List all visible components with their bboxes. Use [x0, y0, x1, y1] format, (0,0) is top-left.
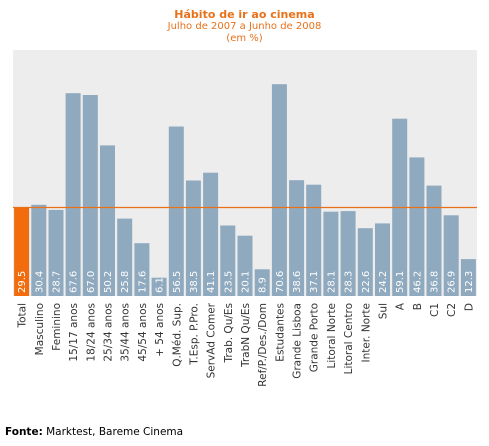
bar-value-label-16: 38.6 — [292, 271, 303, 293]
bar-value-label-17: 37.1 — [309, 271, 320, 293]
bar-11 — [203, 172, 219, 296]
bar-14 — [254, 269, 270, 296]
bar-value-label-24: 36.8 — [430, 271, 441, 293]
category-label-6: 35/44 anos — [120, 303, 132, 362]
bar-value-label-21: 24.2 — [378, 271, 389, 293]
category-label-12: Trab. Qu/Es — [223, 303, 235, 364]
bar-15 — [271, 84, 287, 296]
bar-3 — [65, 93, 81, 296]
chart-title-block: Hábito de ir ao cinema Julho de 2007 a J… — [0, 8, 489, 45]
bar-10 — [185, 180, 201, 296]
bar-8 — [151, 277, 167, 296]
category-label-2: Feminino — [51, 303, 63, 351]
bar-0 — [14, 207, 30, 296]
bar-19 — [340, 211, 356, 296]
bar-26 — [460, 259, 476, 296]
bar-value-label-11: 41.1 — [206, 271, 217, 293]
bar-5 — [100, 145, 115, 296]
bar-9 — [168, 126, 184, 296]
bar-value-label-18: 28.1 — [326, 271, 337, 293]
category-label-3: 15/17 anos — [68, 303, 80, 362]
category-label-9: Q.Méd. Sup. — [171, 303, 183, 367]
category-label-25: C2 — [446, 303, 458, 317]
category-label-5: 25/34 anos — [103, 303, 115, 362]
bar-value-label-7: 17.6 — [137, 271, 148, 293]
bar-value-label-8: 6.1 — [155, 277, 166, 293]
bar-value-label-25: 26.9 — [447, 271, 458, 293]
bar-4 — [82, 95, 98, 296]
category-label-4: 18/24 anos — [85, 303, 97, 362]
bar-1 — [31, 204, 47, 296]
bar-value-label-13: 20.1 — [241, 271, 252, 293]
bar-7 — [134, 243, 150, 296]
category-label-14: Ref/P./Des./Dom — [257, 303, 269, 387]
bar-value-label-12: 23.5 — [223, 271, 234, 293]
category-label-13: TrabN Qu/Es — [240, 303, 252, 368]
bar-6 — [117, 218, 133, 296]
source-note: Fonte: Marktest, Bareme Cinema — [5, 426, 183, 438]
source-label: Fonte: — [5, 426, 43, 438]
category-label-10: T.Esp. P.Pro. — [188, 303, 200, 366]
bar-value-label-3: 67.6 — [69, 271, 80, 293]
bar-value-label-1: 30.4 — [34, 271, 45, 293]
category-label-17: Grande Porto — [309, 303, 321, 372]
category-label-16: Grande Lisboa — [292, 303, 304, 379]
bar-20 — [357, 228, 373, 296]
bar-value-label-14: 8.9 — [258, 277, 269, 293]
bar-value-label-9: 56.5 — [172, 271, 183, 293]
bar-value-label-22: 59.1 — [395, 271, 406, 293]
category-label-23: B — [412, 303, 424, 310]
category-label-22: A — [395, 302, 407, 310]
bar-value-label-6: 25.8 — [120, 271, 131, 293]
bar-24 — [426, 185, 442, 296]
chart-unit-note: (em %) — [226, 33, 263, 44]
bar-value-label-4: 67.0 — [86, 271, 97, 293]
bar-21 — [375, 223, 390, 296]
bar-value-label-15: 70.6 — [275, 271, 286, 293]
source-text: Marktest, Bareme Cinema — [42, 426, 184, 438]
category-label-20: Inter. Norte — [360, 303, 372, 363]
category-label-18: Litoral Norte — [326, 303, 338, 369]
category-label-7: 45/54 anos — [137, 303, 149, 362]
category-label-15: Estudantes — [274, 303, 286, 362]
bar-16 — [289, 180, 305, 296]
chart-subtitle: Julho de 2007 a Junho de 2008 — [167, 21, 322, 32]
bar-18 — [323, 211, 339, 296]
category-label-26: D — [463, 303, 475, 311]
category-label-0: Total — [17, 303, 29, 329]
bar-2 — [48, 209, 64, 296]
bar-value-label-20: 22.6 — [361, 271, 372, 293]
chart-title: Hábito de ir ao cinema — [174, 8, 315, 21]
bar-value-label-26: 12.3 — [464, 271, 475, 293]
category-label-24: C1 — [429, 303, 441, 317]
bar-value-label-10: 38.5 — [189, 271, 200, 293]
bar-chart: 29.5 Total 30.4 Masculino 28.7 Feminino 67.6 15… — [13, 50, 477, 387]
category-label-21: Sul — [378, 303, 390, 319]
bar-value-label-5: 50.2 — [103, 271, 114, 293]
bar-value-label-23: 46.2 — [412, 271, 423, 293]
bar-23 — [409, 157, 425, 296]
category-label-8: + 54 anos — [154, 303, 166, 357]
bar-value-label-19: 28.3 — [344, 271, 355, 293]
bar-13 — [237, 235, 253, 296]
category-label-1: Masculino — [34, 303, 46, 355]
bar-value-label-0: 29.5 — [17, 271, 28, 293]
bar-value-label-2: 28.7 — [52, 271, 63, 293]
category-label-11: ServAd Comer — [206, 302, 218, 378]
category-label-19: Litoral Centro — [343, 303, 355, 374]
bar-12 — [220, 225, 236, 296]
bar-17 — [306, 184, 322, 296]
bar-25 — [443, 215, 459, 296]
